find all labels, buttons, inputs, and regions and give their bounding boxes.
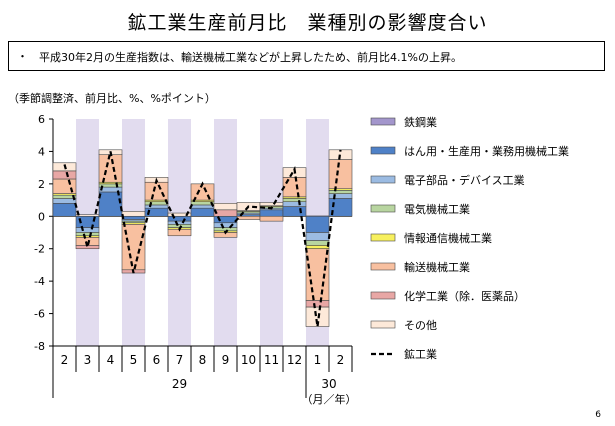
page-title: 鉱工業生産前月比 業種別の影響度合い [127,12,488,34]
legend: 鉄鋼業はん用・生産用・業務用機械工業電子部品・デバイス工業電気機械工業情報通信機… [370,115,569,361]
legend-swatch [370,204,396,213]
x-tick-label: 3 [84,353,92,367]
x-tick-label: 11 [264,353,279,367]
bar-segment [121,215,146,220]
bar-segment [259,215,284,222]
year-label: 29 [172,377,187,391]
x-axis-group: 2 3 4 5 6 7 8 9 10 11 12 1 229 30（月／年） [52,345,357,406]
legend-swatch [370,262,396,271]
bar-segment [328,193,353,199]
y-tick-label: 0 [38,210,45,223]
bar-segment [98,154,123,183]
x-tick-label: 6 [153,353,161,367]
bar-segment [259,209,284,217]
bar-segment [190,204,215,209]
y-tick-label: -6 [34,308,45,321]
y-tick-label: 4 [38,145,45,158]
bar-segment [144,181,169,201]
bar-segment [190,207,215,217]
legend-label: 電気機械工業 [404,202,470,216]
legend-swatch [370,233,396,242]
bar-segment [52,170,77,180]
x-tick-label: 5 [130,353,138,367]
bar-segment [213,227,238,232]
x-tick-label: 8 [199,353,207,367]
legend-label: 電子部品・デバイス工業 [404,173,525,187]
bar-segment [282,177,307,198]
line-group [63,149,342,327]
y-tick-label: -2 [34,243,45,256]
x-tick-label: 1 [314,353,322,367]
page-number: 6 [595,410,601,420]
summary-box: ・ 平成30年2月の生産指数は、輸送機械工業などが上昇したため、前月比4.1%の… [8,41,605,71]
legend-label: その他 [404,319,437,332]
y-tick-label: -4 [34,275,45,288]
legend-label: はん用・生産用・業務用機械工業 [404,144,569,158]
bar-segment [167,215,192,222]
bar-segment [282,198,307,202]
bar-segment [305,240,330,246]
bar-segment [52,198,77,204]
x-tick-label: 7 [176,353,184,367]
x-tick-label: 2 [337,353,345,367]
year-label: 30 [321,377,336,391]
bar-segment [282,201,307,207]
bar-segment [75,227,100,233]
bar-segment [52,203,77,217]
legend-swatch [370,291,396,300]
x-tick-label: 12 [287,353,302,367]
y-tick-label: 6 [38,113,45,126]
bar-segment [305,232,330,241]
x-tick-label: 9 [222,353,230,367]
shade-band [260,119,283,346]
summary-text: 平成30年2月の生産指数は、輸送機械工業などが上昇したため、前月比4.1%の上昇… [39,51,462,64]
y-tick-label: 2 [38,178,45,191]
bar-segment [305,306,330,327]
bar-segment [98,191,123,217]
legend-swatch [370,117,396,126]
bar-segment [305,215,330,233]
bar-segment [259,202,284,207]
x-tick-label: 4 [107,353,115,367]
bar-segment [167,220,192,225]
x-tick-label: 2 [61,353,69,367]
bullet-icon: ・ [17,50,28,63]
legend-label: 情報通信機械工業 [404,231,492,245]
bar-segment [305,245,330,250]
bar-segment [236,215,261,220]
total-line [63,149,342,327]
x-tick-label: 10 [241,353,256,367]
x-axis-title: （月／年） [302,392,357,406]
bar-segment [328,190,353,194]
legend-label: 鉄鋼業 [404,115,437,129]
bar-segment [305,300,330,308]
bar-segment [282,206,307,217]
bars-group [52,149,353,327]
bar-segment [328,159,353,190]
y-tick-label: -8 [34,340,45,353]
bar-segment [144,204,169,209]
bar-segment [75,232,100,237]
legend-label: 鉱工業 [404,347,437,361]
bar-segment [144,201,169,206]
legend-swatch [370,175,396,184]
bar-segment [213,222,238,228]
legend-label: 化学工業（除．医薬品） [404,289,525,303]
legend-swatch [370,146,396,155]
bar-segment [121,211,146,217]
legend-label: 輸送機械工業 [404,260,470,274]
unit-label: （季節調整済、前月比、%、%ポイント） [8,92,216,105]
bar-segment [213,203,238,211]
legend-swatch [370,320,396,329]
